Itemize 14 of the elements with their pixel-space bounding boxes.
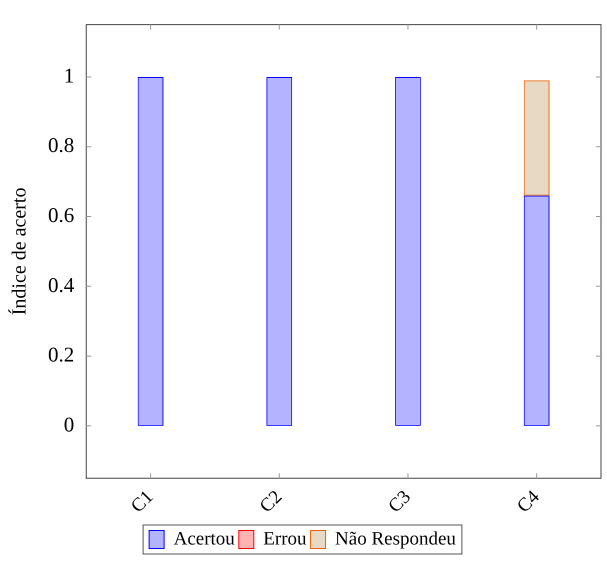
y-tick-label: 0.2: [48, 342, 74, 367]
legend-label: Acertou: [174, 528, 236, 550]
x-tick-label: C1: [127, 486, 158, 518]
legend-label: Não Respondeu: [335, 528, 456, 550]
y-tick-label: 0.4: [48, 272, 75, 297]
x-tick-label: C4: [513, 486, 544, 518]
y-tick-label: 0.8: [48, 133, 74, 158]
legend-label: Errou: [263, 528, 308, 550]
x-tick-label: C2: [256, 486, 286, 518]
y-tick-label: 0: [64, 412, 74, 436]
y-tick-label: 1: [64, 63, 74, 88]
y-axis-title: Índice de acerto: [7, 188, 30, 316]
x-tick-label: C3: [384, 486, 416, 518]
y-tick-label: 0.6: [48, 203, 74, 228]
